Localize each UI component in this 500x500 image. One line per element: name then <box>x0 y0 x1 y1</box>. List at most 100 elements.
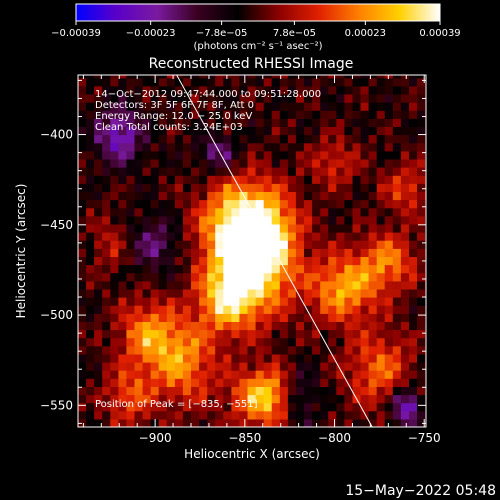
heatmap-cell <box>247 386 257 396</box>
heatmap-cell <box>368 321 378 331</box>
heatmap-cell <box>158 337 168 347</box>
heatmap-cell <box>263 77 273 87</box>
heatmap-cell <box>102 297 111 306</box>
heatmap-cell <box>174 183 184 192</box>
heatmap-cell <box>239 175 249 184</box>
heatmap-cell <box>182 402 192 412</box>
heatmap-cell <box>215 142 224 152</box>
heatmap-cell <box>320 378 329 387</box>
heatmap-cell <box>142 280 152 290</box>
heatmap-cell <box>352 85 362 95</box>
heatmap-cell <box>247 288 257 298</box>
heatmap-cell <box>336 305 345 314</box>
heatmap-cell <box>134 305 144 314</box>
heatmap-cell <box>271 321 281 331</box>
heatmap-cell <box>255 126 265 136</box>
heatmap-cell <box>142 126 152 136</box>
heatmap-cell <box>376 402 386 412</box>
heatmap-cell <box>279 248 289 257</box>
heatmap-cell <box>174 232 184 241</box>
heatmap-cell <box>295 191 305 201</box>
heatmap-cell <box>231 215 241 225</box>
heatmap-cell <box>417 280 426 290</box>
heatmap-cell <box>320 142 329 152</box>
heatmap-cell <box>312 94 321 103</box>
heatmap-cell <box>376 297 386 306</box>
heatmap-cell <box>102 118 111 127</box>
heatmap-cell <box>86 394 95 404</box>
heatmap-cell <box>312 126 321 136</box>
heatmap-cell <box>344 167 354 176</box>
heatmap-cell <box>279 280 289 290</box>
heatmap-cell <box>231 75 241 79</box>
heatmap-cell <box>215 288 224 298</box>
heatmap-cell <box>110 256 119 266</box>
heatmap-cell <box>320 110 329 119</box>
heatmap-cell <box>158 134 168 144</box>
heatmap-cell <box>352 215 362 225</box>
heatmap-cell <box>158 199 168 209</box>
heatmap-cell <box>150 85 160 95</box>
heatmap-cell <box>304 264 313 274</box>
heatmap-cell <box>304 215 313 225</box>
heatmap-cell <box>142 378 152 387</box>
heatmap-cell <box>271 370 281 379</box>
heatmap-cell <box>231 386 241 396</box>
heatmap-cell <box>142 223 152 233</box>
heatmap-cell <box>368 118 378 127</box>
heatmap-cell <box>304 150 313 160</box>
heatmap-cell <box>376 240 386 249</box>
heatmap-cell <box>344 102 354 111</box>
heatmap-cell <box>158 305 168 314</box>
heatmap-cell <box>182 183 192 192</box>
heatmap-cell <box>150 256 160 266</box>
heatmap-cell <box>207 370 216 379</box>
heatmap-cell <box>110 102 119 111</box>
heatmap-cell <box>328 402 337 412</box>
heatmap-cell <box>134 126 144 136</box>
heatmap-cell <box>231 223 241 233</box>
heatmap-cell <box>304 102 313 111</box>
heatmap-cell <box>271 248 281 257</box>
heatmap-cell <box>312 158 321 168</box>
heatmap-cell <box>417 207 426 217</box>
heatmap-cell <box>263 410 273 420</box>
heatmap-cell <box>247 240 257 249</box>
heatmap-cell <box>409 402 418 412</box>
heatmap-cell <box>86 77 95 87</box>
heatmap-cell <box>263 199 273 209</box>
heatmap-cell <box>247 207 257 217</box>
heatmap-cell <box>102 85 111 95</box>
heatmap-cell <box>78 142 87 152</box>
heatmap-cell <box>110 223 119 233</box>
heatmap-cell <box>223 313 232 322</box>
heatmap-cell <box>344 297 354 306</box>
heatmap-cell <box>223 150 232 160</box>
heatmap-cell <box>295 410 305 420</box>
heatmap-cell <box>328 167 337 176</box>
heatmap-cell <box>126 134 136 144</box>
heatmap-cell <box>150 394 160 404</box>
heatmap-cell <box>376 386 386 396</box>
heatmap-cell <box>166 288 176 298</box>
heatmap-cell <box>368 94 378 103</box>
heatmap-cell <box>78 313 87 322</box>
heatmap-cell <box>328 264 337 274</box>
heatmap-cell <box>102 386 111 396</box>
heatmap-cell <box>384 329 394 339</box>
heatmap-cell <box>78 394 87 404</box>
heatmap-cell <box>312 418 321 427</box>
heatmap-cell <box>191 297 200 306</box>
heatmap-cell <box>271 297 281 306</box>
heatmap-cell <box>376 362 386 371</box>
heatmap-cell <box>328 207 337 217</box>
heatmap-cell <box>376 248 386 257</box>
heatmap-cell <box>384 75 394 79</box>
heatmap-cell <box>320 362 329 371</box>
heatmap-cell <box>287 402 297 412</box>
heatmap-cell <box>247 248 257 257</box>
heatmap-cell <box>166 199 176 209</box>
heatmap-cell <box>158 280 168 290</box>
heatmap-cell <box>86 386 95 396</box>
heatmap-cell <box>78 248 87 257</box>
